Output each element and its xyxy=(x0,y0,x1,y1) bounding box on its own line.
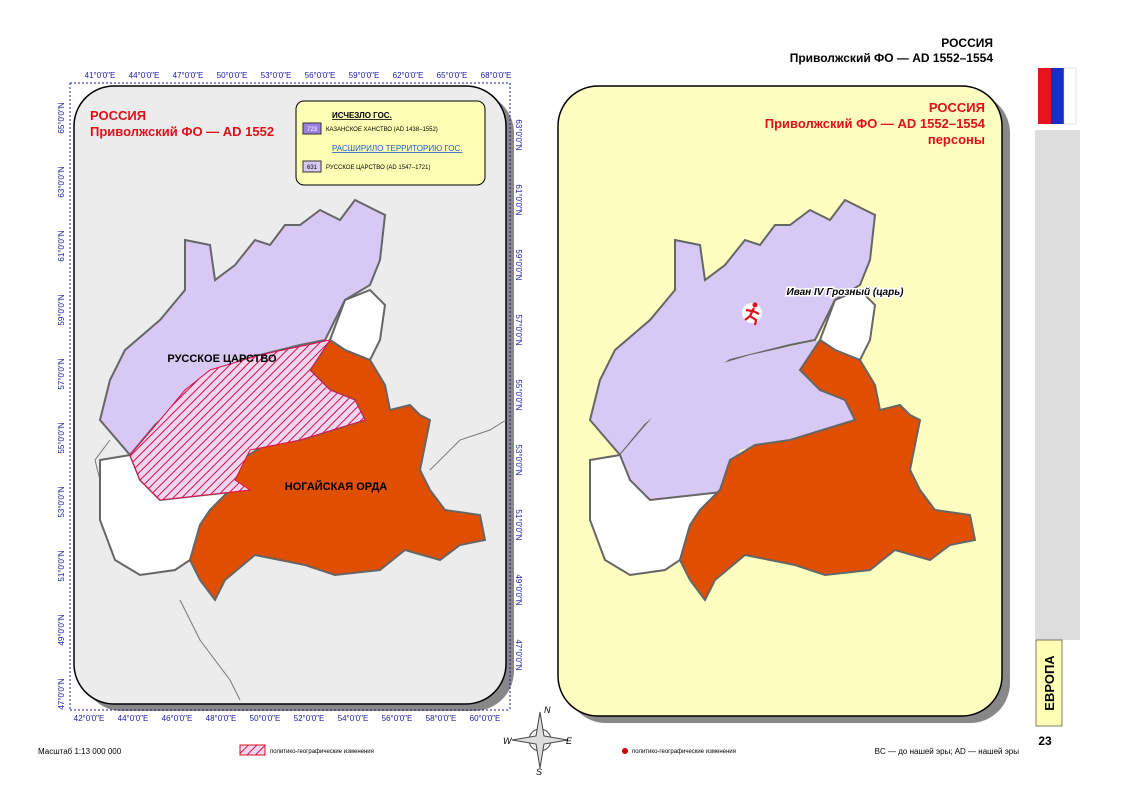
coordinate-label: 42°0'0"E xyxy=(74,714,105,723)
header-country: РОССИЯ xyxy=(941,36,993,50)
person-icon xyxy=(742,302,762,326)
coordinate-label: 59°0'0"E xyxy=(349,71,380,80)
flag-white xyxy=(1063,67,1077,125)
coordinate-label: 48°0'0"E xyxy=(206,714,237,723)
coordinate-label: 65°0'0"N xyxy=(57,102,66,133)
section-tab xyxy=(1035,639,1063,727)
coordinate-label: 61°0'0"N xyxy=(57,230,66,261)
coordinate-label: 65°0'0"E xyxy=(437,71,468,80)
page-number: 23 xyxy=(1038,734,1052,748)
header-region: Приволжский ФО — AD 1552–1554 xyxy=(790,51,994,65)
legend-code: 723 xyxy=(307,127,318,133)
coordinate-label: 51°0'0"N xyxy=(57,550,66,581)
coordinate-label: 50°0'0"E xyxy=(250,714,281,723)
neighbor-borders xyxy=(94,419,507,701)
coordinate-label: 58°0'0"E xyxy=(426,714,457,723)
compass-letter: N xyxy=(544,705,551,715)
hatch-swatch xyxy=(239,744,266,756)
coordinate-label: 59°0'0"N xyxy=(514,249,523,280)
section-label: ЕВРОПА xyxy=(1042,655,1057,711)
legend-box xyxy=(295,100,486,186)
coordinate-label: 47°0'0"E xyxy=(173,71,204,80)
coordinate-label: 47°0'0"N xyxy=(514,639,523,670)
right-subtitle: персоны xyxy=(928,132,985,147)
flag-blue xyxy=(1051,68,1064,124)
left-region: Приволжский ФО — AD 1552 xyxy=(90,124,274,139)
coordinate-label: 50°0'0"E xyxy=(217,71,248,80)
era-note: BC — до нашей эры; AD — нашей эры xyxy=(875,747,1020,756)
legend-heading: ИСЧЕЗЛО ГОС. xyxy=(332,111,392,120)
legend-swatch xyxy=(302,160,322,173)
coordinate-label: 59°0'0"N xyxy=(57,294,66,325)
coordinate-axes: 41°0'0"E 44°0'0"E 47°0'0"E 50°0'0"E 53°0'0"E… xyxy=(57,71,523,723)
legend-item: КАЗАНСКОЕ ХАНСТВО (AD 1438–1552) xyxy=(326,127,438,133)
compass-letter: W xyxy=(503,736,513,746)
coordinate-label: 46°0'0"E xyxy=(162,714,193,723)
flag-red xyxy=(1038,68,1051,124)
legend-item: РУССКОЕ ЦАРСТВО (AD 1547–1721) xyxy=(326,165,430,171)
scale: Масштаб 1:13 000 000 xyxy=(38,747,122,756)
hatch-legend: политико-географические изменения xyxy=(270,749,374,755)
legend-code: 631 xyxy=(307,165,318,171)
compass-letter: E xyxy=(566,736,573,746)
coordinate-label: 49°0'0"N xyxy=(514,574,523,605)
coordinate-label: 49°0'0"N xyxy=(57,614,66,645)
coordinate-label: 44°0'0"E xyxy=(129,71,160,80)
coordinate-label: 41°0'0"E xyxy=(85,71,116,80)
dot-legend: политико-географические изменения xyxy=(632,749,736,755)
dot-swatch xyxy=(622,748,628,754)
right-region: Приволжский ФО — AD 1552–1554 xyxy=(765,116,986,131)
coordinate-label: 56°0'0"E xyxy=(382,714,413,723)
coordinate-label: 44°0'0"E xyxy=(118,714,149,723)
coordinate-label: 52°0'0"E xyxy=(294,714,325,723)
side-bar xyxy=(1035,130,1080,640)
coordinate-label: 54°0'0"E xyxy=(338,714,369,723)
coordinate-label: 55°0'0"N xyxy=(57,422,66,453)
right-country: РОССИЯ xyxy=(929,100,985,115)
coordinate-label: 68°0'0"E xyxy=(481,71,512,80)
coordinate-label: 55°0'0"N xyxy=(514,379,523,410)
coordinate-label: 62°0'0"E xyxy=(393,71,424,80)
coordinate-label: 51°0'0"N xyxy=(514,509,523,540)
coordinate-label: 57°0'0"N xyxy=(514,314,523,345)
person-label: Иван IV Грозный (царь) xyxy=(787,287,905,298)
compass-letter: S xyxy=(536,767,542,777)
coordinate-label: 47°0'0"N xyxy=(57,678,66,709)
coordinate-label: 57°0'0"N xyxy=(57,358,66,389)
legend-heading: РАСШИРИЛО ТЕРРИТОРИЮ ГОС. xyxy=(332,144,463,153)
map-label: РУССКОЕ ЦАРСТВО xyxy=(167,353,277,365)
coordinate-label: 60°0'0"E xyxy=(470,714,501,723)
coordinate-label: 63°0'0"N xyxy=(514,119,523,150)
coordinate-label: 63°0'0"N xyxy=(57,166,66,197)
left-country: РОССИЯ xyxy=(90,108,146,123)
coordinate-label: 61°0'0"N xyxy=(514,184,523,215)
legend-swatch xyxy=(302,122,322,135)
coordinate-label: 56°0'0"E xyxy=(305,71,336,80)
compass: N E S W xyxy=(503,705,573,777)
map-label: НОГАЙСКАЯ ОРДА xyxy=(285,480,387,493)
coordinate-label: 53°0'0"N xyxy=(514,444,523,475)
coordinate-label: 53°0'0"E xyxy=(261,71,292,80)
coordinate-label: 53°0'0"N xyxy=(57,486,66,517)
